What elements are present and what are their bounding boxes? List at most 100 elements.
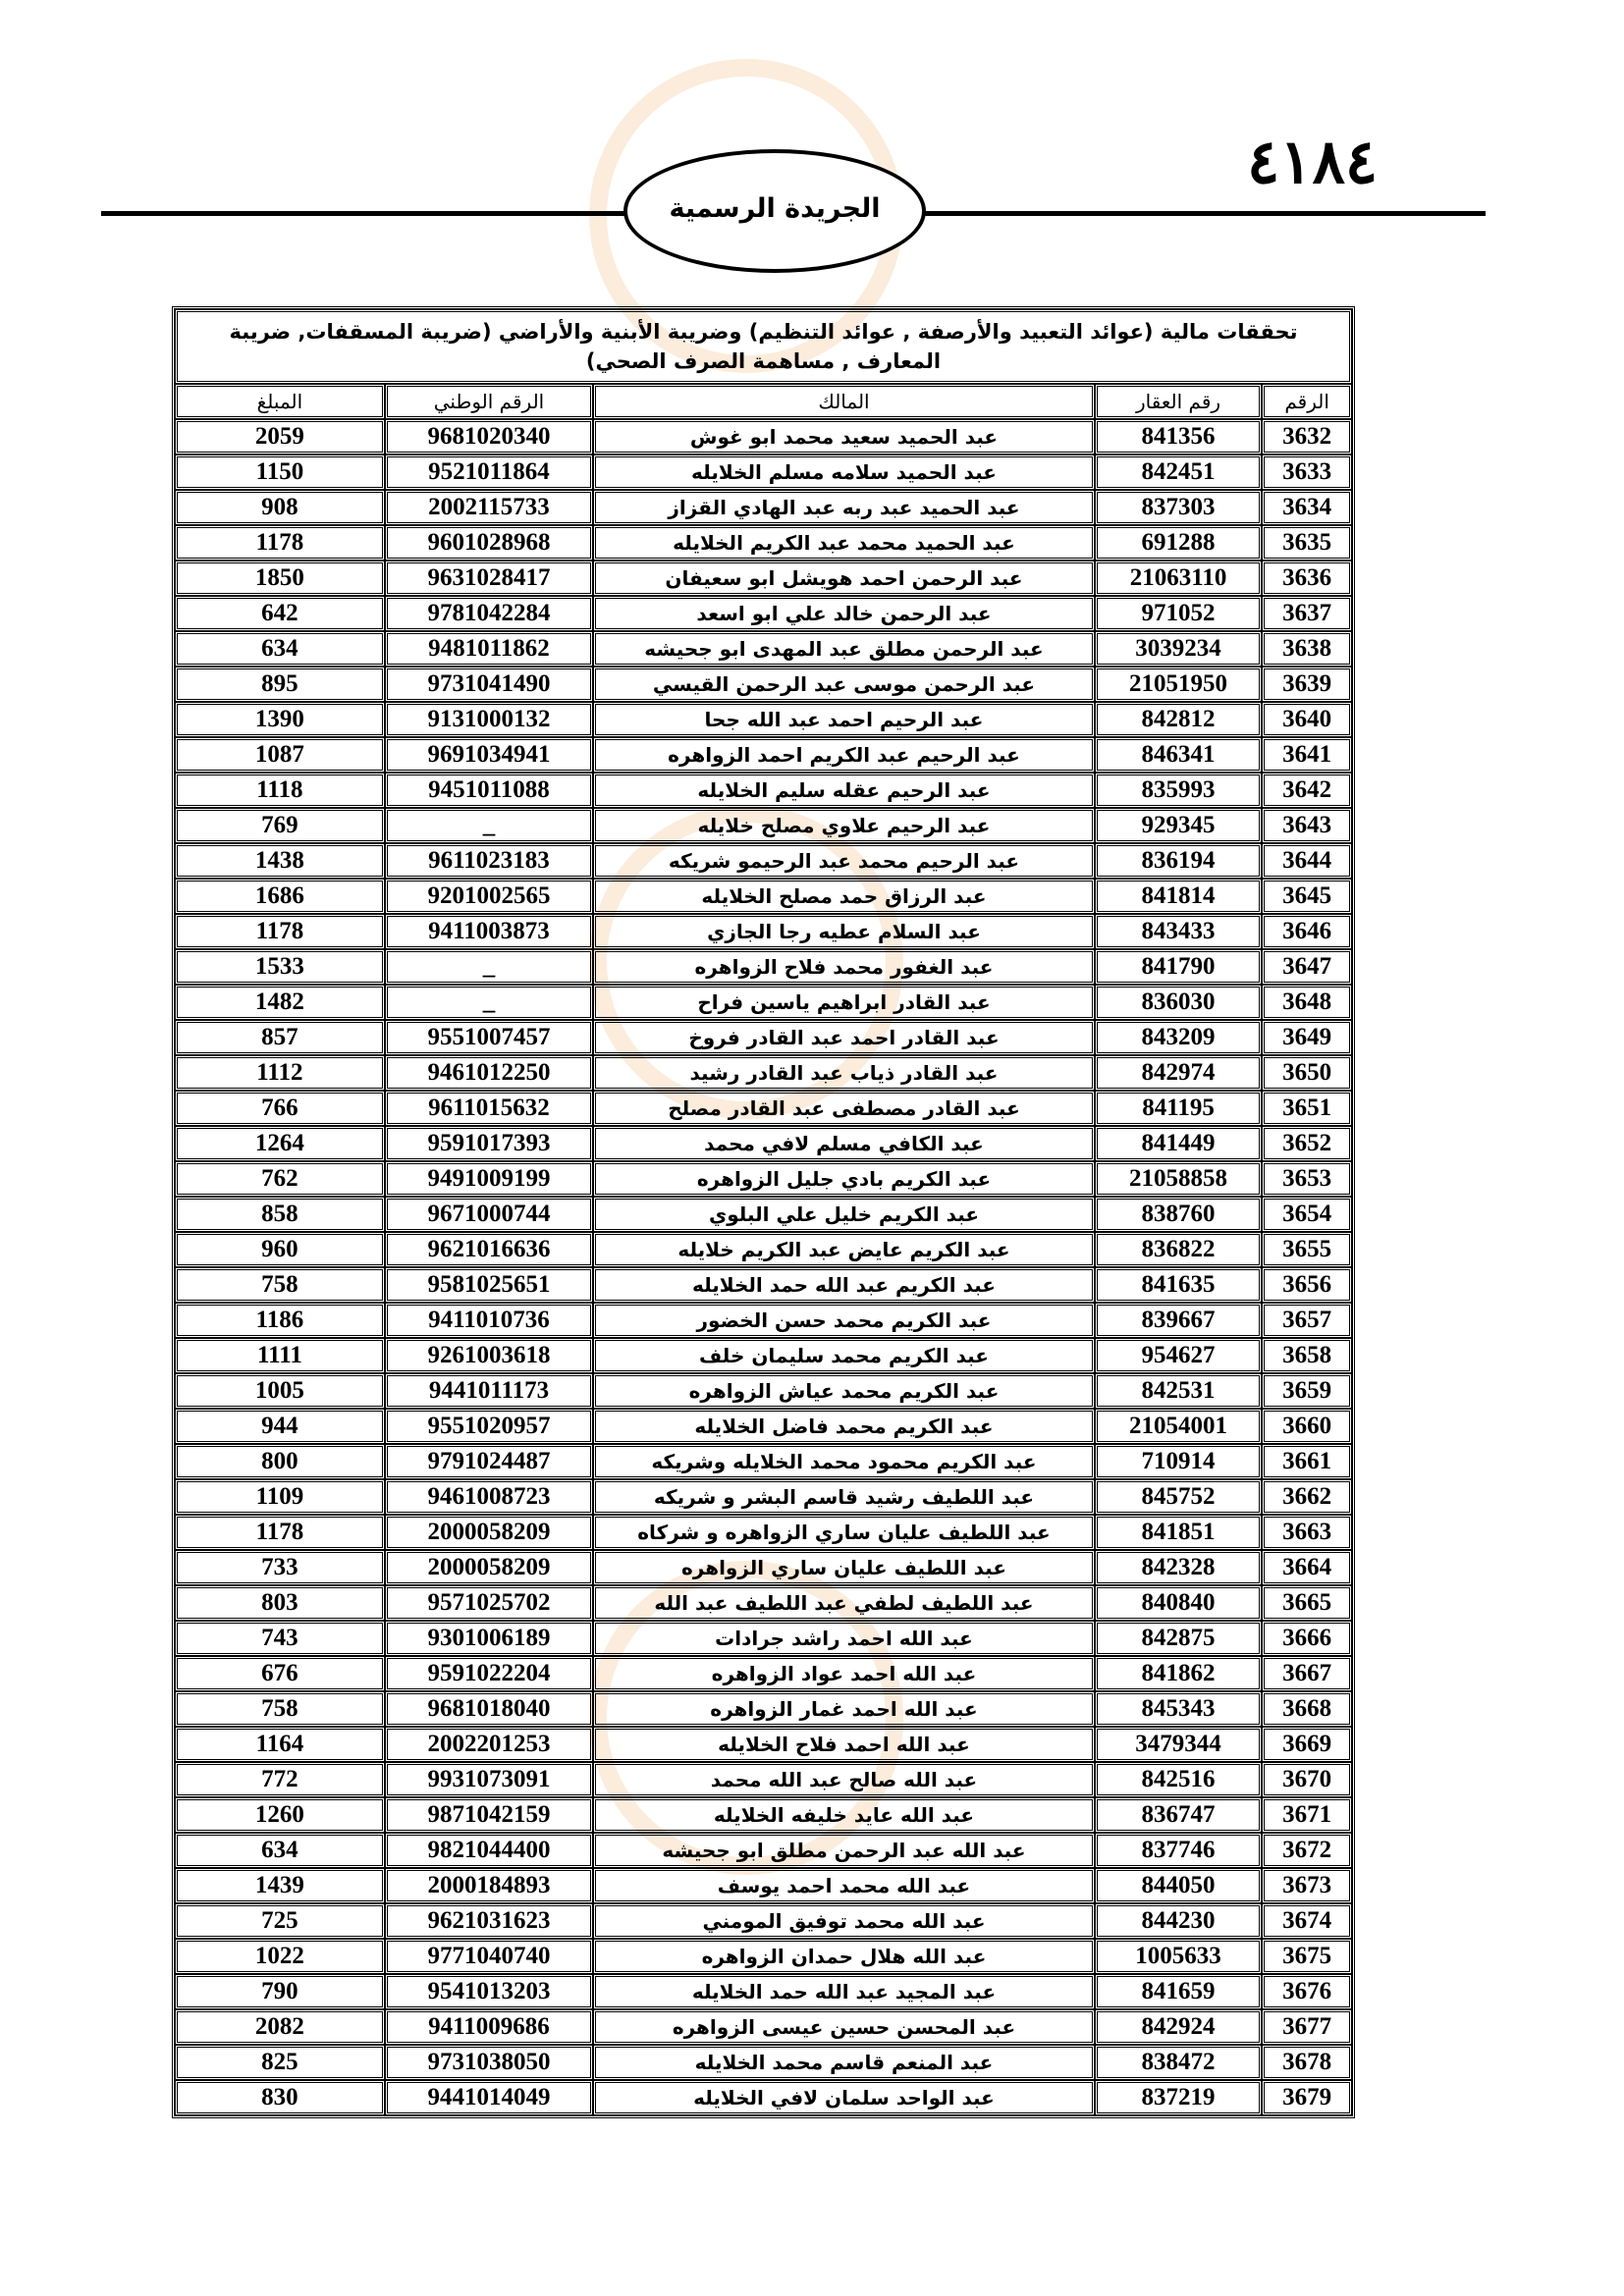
property-number: 841790	[1094, 949, 1263, 985]
table-row: 3674 844230 عبد الله محمد توفيق المومني 962…	[175, 1903, 1352, 1939]
property-number: 842974	[1094, 1055, 1263, 1091]
property-number: 837303	[1094, 490, 1263, 525]
property-number: 841659	[1094, 1974, 1263, 2009]
property-number: 845343	[1094, 1691, 1263, 1727]
property-number: 835993	[1094, 773, 1263, 808]
owner-name: عبد القادر ابراهيم ياسين فراح	[593, 985, 1095, 1020]
amount: 758	[175, 1691, 385, 1727]
national-id: 9201002565	[384, 879, 594, 914]
table-row: 3668 845343 عبد الله احمد غمار الزواهره 968…	[175, 1691, 1352, 1727]
property-number: 843209	[1094, 1020, 1263, 1055]
national-id: 9571025702	[384, 1585, 594, 1621]
owner-name: عبد الله هلال حمدان الزواهره	[593, 1939, 1095, 1974]
amount: 1178	[175, 1515, 385, 1550]
owner-name: عبد الرحيم علاوي مصلح خلايله	[593, 808, 1095, 843]
row-number: 3655	[1262, 1232, 1352, 1267]
owner-name: عبد الكريم عبد الله حمد الخلايله	[593, 1267, 1095, 1303]
row-number: 3679	[1262, 2080, 1352, 2115]
owner-name: عبد المنعم قاسم محمد الخلايله	[593, 2045, 1095, 2080]
row-number: 3676	[1262, 1974, 1352, 2009]
property-number: 21058858	[1094, 1161, 1263, 1197]
national-id: 9771040740	[384, 1939, 594, 1974]
table-row: 3635 691288 عبد الحميد محمد عبد الكريم الخ…	[175, 525, 1352, 561]
row-number: 3652	[1262, 1126, 1352, 1161]
row-number: 3671	[1262, 1797, 1352, 1833]
owner-name: عبد الرحيم احمد عبد الله جحا	[593, 702, 1095, 737]
property-number: 691288	[1094, 525, 1263, 561]
row-number: 3646	[1262, 914, 1352, 949]
row-number: 3660	[1262, 1409, 1352, 1444]
national-id: 9441014049	[384, 2080, 594, 2115]
owner-name: عبد الرحمن خالد علي ابو اسعد	[593, 596, 1095, 631]
amount: 1118	[175, 773, 385, 808]
owner-name: عبد السلام عطيه رجا الجازي	[593, 914, 1095, 949]
row-number: 3653	[1262, 1161, 1352, 1197]
national-id: 2002115733	[384, 490, 594, 525]
table-row: 3648 836030 عبد القادر ابراهيم ياسين فراح _…	[175, 985, 1352, 1020]
table-row: 3633 842451 عبد الحميد سلامه مسلم الخلايله…	[175, 454, 1352, 490]
table-row: 3646 843433 عبد السلام عطيه رجا الجازي 9411…	[175, 914, 1352, 949]
property-number: 710914	[1094, 1444, 1263, 1479]
national-id: 9461008723	[384, 1479, 594, 1515]
column-header-number: الرقم	[1262, 384, 1352, 419]
owner-name: عبد الرحمن احمد هويشل ابو سعيفان	[593, 561, 1095, 596]
table-row: 3649 843209 عبد القادر احمد عبد القادر فرو…	[175, 1020, 1352, 1055]
amount: 1112	[175, 1055, 385, 1091]
row-number: 3662	[1262, 1479, 1352, 1515]
property-number: 842451	[1094, 454, 1263, 490]
property-number: 842531	[1094, 1373, 1263, 1409]
property-number: 971052	[1094, 596, 1263, 631]
row-number: 3632	[1262, 419, 1352, 454]
owner-name: عبد الله عبد الرحمن مطلق ابو جحيشه	[593, 1833, 1095, 1868]
property-number: 836747	[1094, 1797, 1263, 1833]
national-id: 2000184893	[384, 1868, 594, 1903]
owner-name: عبد الكريم بادي جليل الزواهره	[593, 1161, 1095, 1197]
owner-name: عبد اللطيف عليان ساري الزواهره و شركاه	[593, 1515, 1095, 1550]
table-row: 3638 3039234 عبد الرحمن مطلق عبد المهدى اب…	[175, 631, 1352, 667]
row-number: 3639	[1262, 667, 1352, 702]
property-number: 929345	[1094, 808, 1263, 843]
table-row: 3672 837746 عبد الله عبد الرحمن مطلق ابو ج…	[175, 1833, 1352, 1868]
amount: 858	[175, 1197, 385, 1232]
row-number: 3634	[1262, 490, 1352, 525]
column-header-amount: المبلغ	[175, 384, 385, 419]
national-id: _	[384, 949, 594, 985]
national-id: 9671000744	[384, 1197, 594, 1232]
property-number: 21051950	[1094, 667, 1263, 702]
national-id: 9481011862	[384, 631, 594, 667]
row-number: 3669	[1262, 1727, 1352, 1762]
amount: 1109	[175, 1479, 385, 1515]
property-number: 841635	[1094, 1267, 1263, 1303]
national-id: 9681020340	[384, 419, 594, 454]
property-number: 838472	[1094, 2045, 1263, 2080]
amount: 800	[175, 1444, 385, 1479]
property-number: 841356	[1094, 419, 1263, 454]
amount: 1087	[175, 737, 385, 773]
row-number: 3658	[1262, 1338, 1352, 1373]
owner-name: عبد الغفور محمد فلاح الزواهره	[593, 949, 1095, 985]
row-number: 3654	[1262, 1197, 1352, 1232]
national-id: _	[384, 808, 594, 843]
amount: 743	[175, 1621, 385, 1656]
owner-name: عبد اللطيف لطفي عبد اللطيف عبد الله	[593, 1585, 1095, 1621]
national-id: 2002201253	[384, 1727, 594, 1762]
amount: 676	[175, 1656, 385, 1691]
row-number: 3651	[1262, 1091, 1352, 1126]
table-row: 3655 836822 عبد الكريم عايض عبد الكريم خلا…	[175, 1232, 1352, 1267]
national-id: 9871042159	[384, 1797, 594, 1833]
table-row: 3671 836747 عبد الله عايد خليفه الخلايله 98…	[175, 1797, 1352, 1833]
national-id: 9461012250	[384, 1055, 594, 1091]
owner-name: عبد الكريم محمد حسن الخضور	[593, 1303, 1095, 1338]
row-number: 3664	[1262, 1550, 1352, 1585]
table-row: 3679 837219 عبد الواحد سلمان لافي الخلايله…	[175, 2080, 1352, 2115]
national-id: 9551020957	[384, 1409, 594, 1444]
national-id: 9541013203	[384, 1974, 594, 2009]
amount: 2082	[175, 2009, 385, 2045]
owner-name: عبد الرحمن موسى عبد الرحمن القيسي	[593, 667, 1095, 702]
national-id: 2000058209	[384, 1515, 594, 1550]
table-row: 3663 841851 عبد اللطيف عليان ساري الزواهره…	[175, 1515, 1352, 1550]
table-row: 3670 842516 عبد الله صالح عبد الله محمد 993…	[175, 1762, 1352, 1797]
amount: 762	[175, 1161, 385, 1197]
property-number: 844230	[1094, 1903, 1263, 1939]
property-number: 841851	[1094, 1515, 1263, 1550]
